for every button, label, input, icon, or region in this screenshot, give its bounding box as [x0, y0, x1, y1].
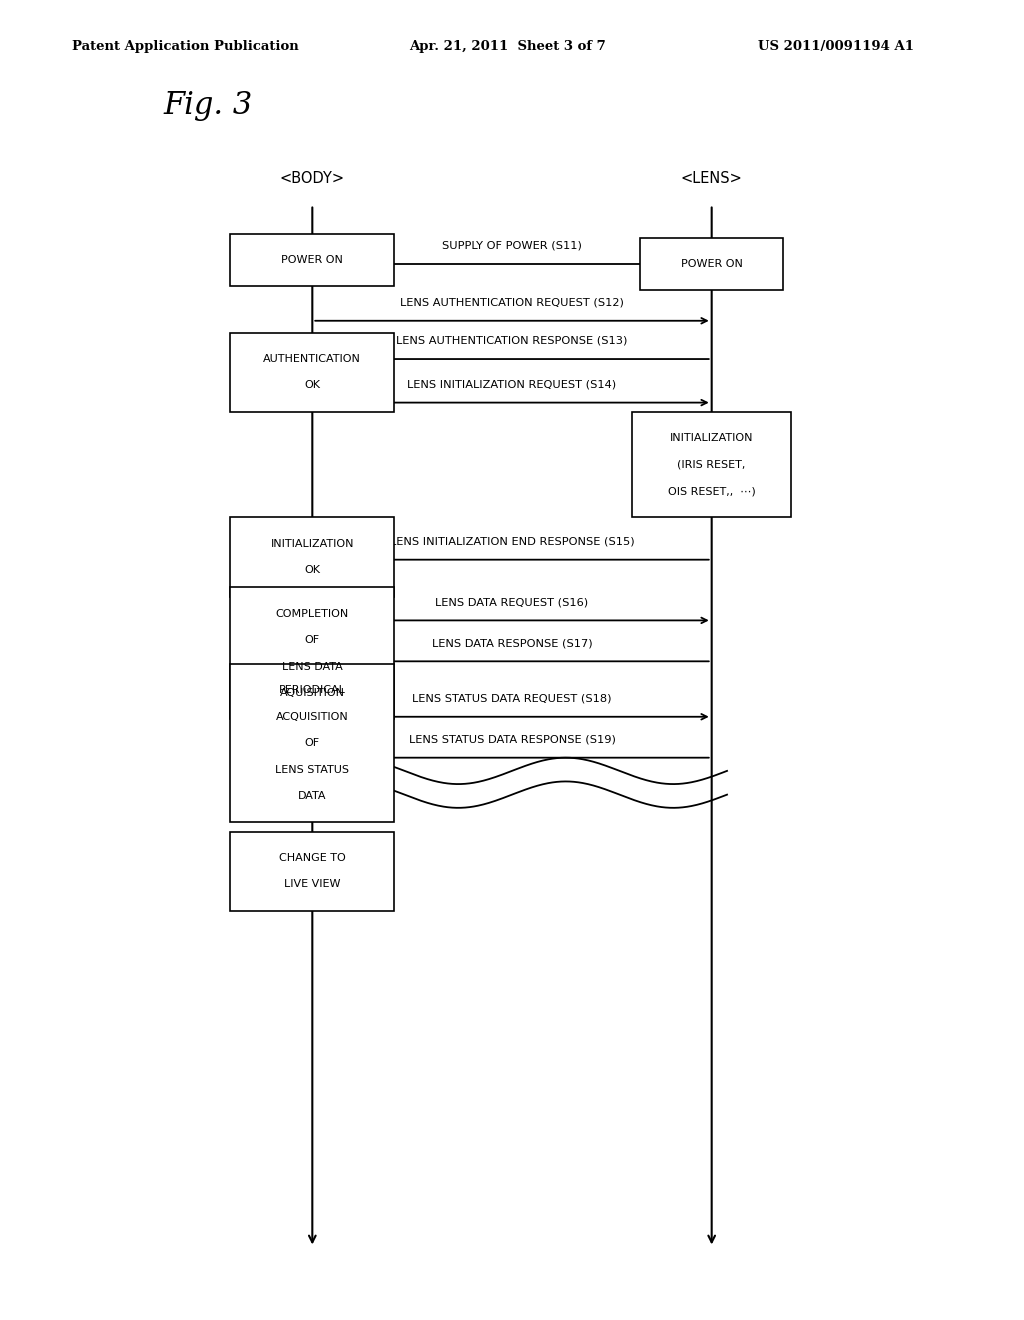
Text: US 2011/0091194 A1: US 2011/0091194 A1 [758, 40, 913, 53]
Text: OF: OF [305, 738, 319, 748]
Text: LENS DATA: LENS DATA [282, 661, 343, 672]
Bar [230, 234, 394, 286]
Text: LIVE VIEW: LIVE VIEW [284, 879, 341, 890]
Text: AUTHENTICATION: AUTHENTICATION [263, 354, 361, 364]
Bar [230, 664, 394, 822]
Text: LENS INITIALIZATION REQUEST (S14): LENS INITIALIZATION REQUEST (S14) [408, 379, 616, 389]
Text: LENS AUTHENTICATION RESPONSE (S13): LENS AUTHENTICATION RESPONSE (S13) [396, 335, 628, 346]
Bar [632, 412, 791, 517]
Text: LENS INITIALIZATION END RESPONSE (S15): LENS INITIALIZATION END RESPONSE (S15) [390, 536, 634, 546]
Text: (IRIS RESET,: (IRIS RESET, [678, 459, 745, 470]
Text: PERIODICAL: PERIODICAL [279, 685, 346, 696]
Text: INITIALIZATION: INITIALIZATION [670, 433, 754, 444]
Text: Apr. 21, 2011  Sheet 3 of 7: Apr. 21, 2011 Sheet 3 of 7 [410, 40, 606, 53]
Text: OIS RESET,,  ⋯): OIS RESET,, ⋯) [668, 486, 756, 496]
Bar [230, 517, 394, 597]
Text: LENS AUTHENTICATION REQUEST (S12): LENS AUTHENTICATION REQUEST (S12) [400, 297, 624, 308]
Text: OK: OK [304, 565, 321, 576]
Text: LENS DATA REQUEST (S16): LENS DATA REQUEST (S16) [435, 597, 589, 607]
Text: AQUISITION: AQUISITION [280, 688, 345, 698]
Bar [230, 587, 394, 719]
Text: Patent Application Publication: Patent Application Publication [72, 40, 298, 53]
Text: OK: OK [304, 380, 321, 391]
Text: LENS STATUS DATA REQUEST (S18): LENS STATUS DATA REQUEST (S18) [413, 693, 611, 704]
Text: LENS DATA RESPONSE (S17): LENS DATA RESPONSE (S17) [432, 638, 592, 648]
Text: POWER ON: POWER ON [282, 255, 343, 265]
Text: OF: OF [305, 635, 319, 645]
Bar [640, 238, 783, 290]
Bar [230, 333, 394, 412]
Text: SUPPLY OF POWER (S11): SUPPLY OF POWER (S11) [442, 240, 582, 251]
Text: LENS STATUS DATA RESPONSE (S19): LENS STATUS DATA RESPONSE (S19) [409, 734, 615, 744]
Text: CHANGE TO: CHANGE TO [279, 853, 346, 863]
Text: LENS STATUS: LENS STATUS [275, 764, 349, 775]
Bar [230, 832, 394, 911]
Text: DATA: DATA [298, 791, 327, 801]
Text: <LENS>: <LENS> [681, 170, 742, 186]
Text: ACQUISITION: ACQUISITION [275, 711, 349, 722]
Text: POWER ON: POWER ON [681, 259, 742, 269]
Text: INITIALIZATION: INITIALIZATION [270, 539, 354, 549]
Text: COMPLETION: COMPLETION [275, 609, 349, 619]
Text: <BODY>: <BODY> [280, 170, 345, 186]
Text: Fig. 3: Fig. 3 [164, 90, 253, 121]
